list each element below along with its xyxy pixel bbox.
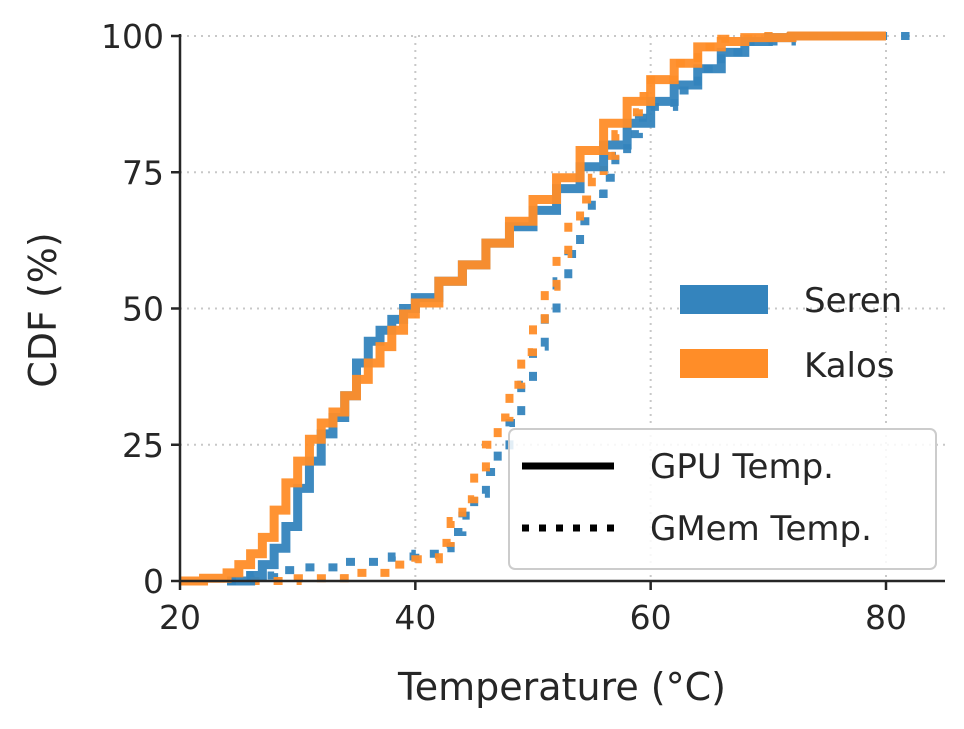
- legend-label-kalos: Kalos: [804, 346, 895, 386]
- legend-label-seren: Seren: [804, 281, 902, 321]
- series-kalos-gpu: [180, 31, 886, 586]
- y-tick-label: 75: [122, 153, 164, 192]
- series-lines: [180, 31, 910, 586]
- legend-label-gpu: GPU Temp.: [650, 447, 834, 487]
- legend-cluster: Seren Kalos: [680, 281, 902, 386]
- tick-labels: 20 40 60 80 0 25 50 75 100: [101, 17, 907, 637]
- y-tick-label: 100: [101, 17, 164, 56]
- x-tick-label: 80: [865, 598, 907, 637]
- legend-metric-frame: [508, 428, 937, 570]
- y-axis-label: CDF (%): [21, 232, 65, 388]
- x-tick-label: 40: [394, 598, 436, 637]
- x-tick-label: 60: [630, 598, 672, 637]
- x-axis-label: Temperature (°C): [397, 665, 726, 709]
- series-seren-gmem: [227, 32, 910, 585]
- legend-metric: GPU Temp. GMem Temp.: [508, 428, 937, 570]
- axes: [171, 34, 945, 590]
- y-tick-label: 0: [143, 562, 164, 601]
- y-tick-label: 50: [122, 290, 164, 329]
- x-tick-label: 20: [159, 598, 201, 637]
- legend-swatch-kalos: [680, 349, 768, 378]
- legend-swatch-seren: [680, 285, 768, 314]
- y-tick-label: 25: [122, 426, 164, 465]
- legend-label-gmem: GMem Temp.: [650, 509, 872, 549]
